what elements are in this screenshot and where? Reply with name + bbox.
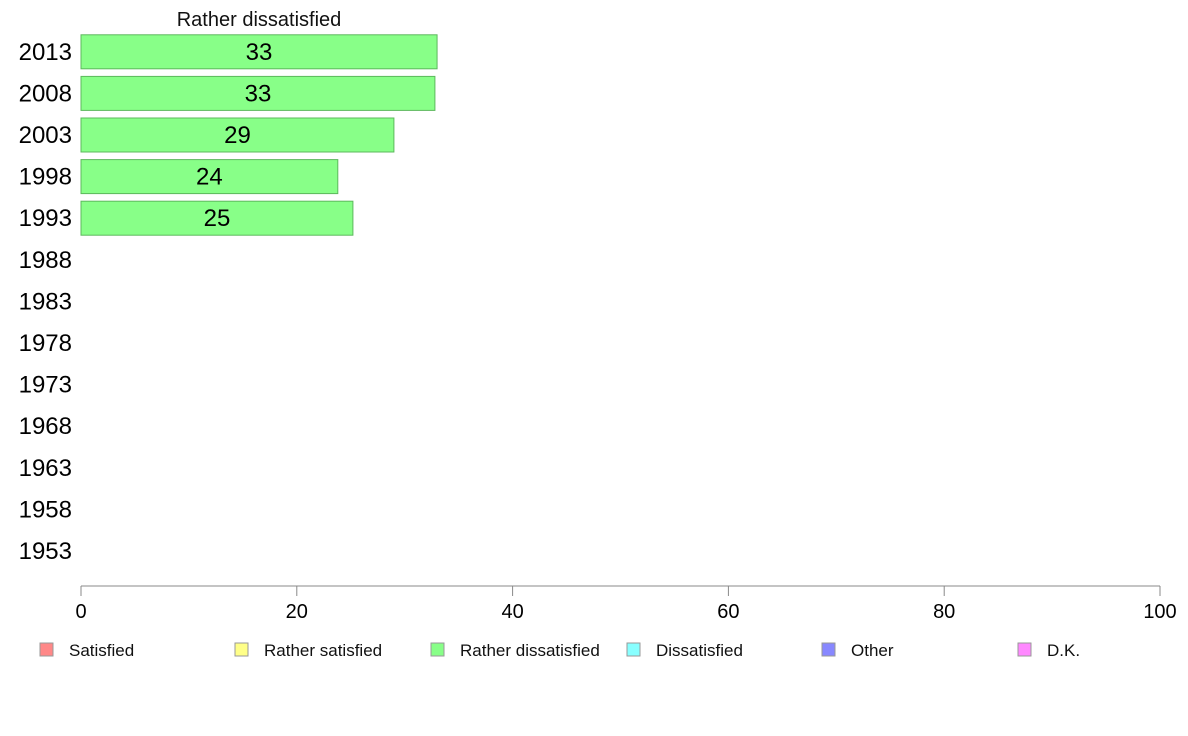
- y-label-2003: 2003: [19, 122, 72, 149]
- x-tick-label-0: 0: [75, 601, 86, 623]
- legend-label-satisfied: Satisfied: [69, 641, 134, 660]
- bar-2013: [80, 34, 438, 70]
- chart-title: Rather dissatisfied: [177, 9, 342, 31]
- x-tick-label-80: 80: [933, 601, 955, 623]
- x-tick-label-20: 20: [286, 601, 308, 623]
- legend-label-rather-dissatisfied: Rather dissatisfied: [460, 641, 600, 660]
- y-label-1988: 1988: [19, 247, 72, 274]
- bar-1998: [80, 159, 339, 195]
- bar-label-1998: 24: [196, 164, 223, 191]
- legend-swatch-rather-satisfied: [234, 642, 249, 657]
- y-label-1993: 1993: [19, 205, 72, 232]
- legend-swatch-satisfied: [39, 642, 54, 657]
- y-label-1953: 1953: [19, 538, 72, 565]
- y-label-1998: 1998: [19, 164, 72, 191]
- y-label-2008: 2008: [19, 80, 72, 107]
- legend-label-dissatisfied: Dissatisfied: [656, 641, 743, 660]
- legend-label-rather-satisfied: Rather satisfied: [264, 641, 382, 660]
- bar-2008: [80, 75, 436, 111]
- legend: Satisfied Rather satisfied Rather dissatis…: [39, 641, 1080, 660]
- bar-label-2013: 33: [246, 39, 273, 66]
- y-axis-labels: 2013 2008 2003 1998 1993 1988 1983 1978 1973 1968…: [19, 39, 72, 565]
- y-label-1968: 1968: [19, 413, 72, 440]
- y-label-1978: 1978: [19, 330, 72, 357]
- y-label-1958: 1958: [19, 496, 72, 523]
- legend-swatch-dissatisfied: [626, 642, 641, 657]
- bar-label-2008: 33: [245, 80, 272, 107]
- y-label-1973: 1973: [19, 372, 72, 399]
- x-tick-label-60: 60: [717, 601, 739, 623]
- bar-label-2003: 29: [224, 122, 251, 149]
- bar-label-1993: 25: [204, 205, 231, 232]
- legend-swatch-d-k: [1017, 642, 1032, 657]
- bar-2003: [80, 117, 395, 153]
- legend-swatch-rather-dissatisfied: [430, 642, 445, 657]
- bar-1993: [80, 200, 354, 236]
- legend-label-other: Other: [851, 641, 894, 660]
- legend-label-d-k: D.K.: [1047, 641, 1080, 660]
- y-label-2013: 2013: [19, 39, 72, 66]
- x-tick-label-100: 100: [1143, 601, 1176, 623]
- y-label-1983: 1983: [19, 288, 72, 315]
- legend-swatch-other: [821, 642, 836, 657]
- x-axis: 0 20 40 60 80 100: [75, 585, 1177, 623]
- x-tick-label-40: 40: [501, 601, 523, 623]
- y-label-1963: 1963: [19, 455, 72, 482]
